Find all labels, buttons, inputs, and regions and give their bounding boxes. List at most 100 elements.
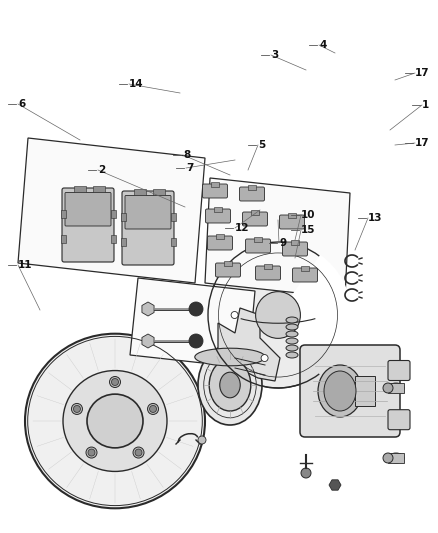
Bar [121, 213, 126, 221]
Ellipse shape [286, 345, 298, 351]
FancyBboxPatch shape [205, 209, 230, 223]
FancyBboxPatch shape [240, 187, 265, 201]
Circle shape [149, 406, 156, 413]
Circle shape [189, 334, 203, 348]
Ellipse shape [286, 352, 298, 358]
Circle shape [231, 311, 238, 319]
Bar [111, 210, 116, 218]
Bar [291, 239, 299, 245]
FancyBboxPatch shape [208, 236, 233, 250]
Text: 9: 9 [279, 238, 286, 248]
Circle shape [112, 378, 119, 385]
Bar [301, 265, 309, 271]
Text: 14: 14 [129, 79, 144, 89]
Text: 5: 5 [258, 140, 265, 150]
Text: 10: 10 [301, 210, 315, 220]
Text: 8: 8 [183, 150, 190, 160]
Ellipse shape [388, 383, 404, 393]
Ellipse shape [383, 453, 393, 463]
Ellipse shape [286, 324, 298, 330]
Wedge shape [278, 255, 352, 375]
FancyBboxPatch shape [255, 266, 280, 280]
FancyBboxPatch shape [300, 345, 400, 437]
Ellipse shape [195, 348, 265, 366]
Bar [111, 235, 116, 243]
Text: 7: 7 [186, 163, 193, 173]
Bar [388, 383, 404, 393]
Bar [211, 182, 219, 187]
Ellipse shape [256, 292, 300, 338]
Ellipse shape [388, 453, 404, 463]
Ellipse shape [286, 331, 298, 337]
Text: 1: 1 [422, 100, 429, 110]
FancyBboxPatch shape [65, 192, 111, 226]
Text: 17: 17 [415, 138, 430, 148]
Ellipse shape [318, 365, 362, 417]
Text: 3: 3 [271, 50, 278, 60]
Circle shape [88, 449, 95, 456]
Bar [216, 233, 224, 238]
Text: 15: 15 [301, 225, 315, 235]
Circle shape [189, 302, 203, 316]
Bar [74, 186, 85, 192]
Bar [251, 209, 259, 214]
Circle shape [261, 269, 268, 276]
FancyBboxPatch shape [202, 184, 227, 198]
Bar [248, 184, 256, 190]
Circle shape [74, 406, 81, 413]
Ellipse shape [198, 345, 262, 425]
Bar [355, 376, 375, 406]
Bar [121, 238, 126, 246]
Circle shape [110, 376, 120, 387]
Text: 12: 12 [235, 223, 250, 233]
Ellipse shape [220, 372, 240, 398]
Circle shape [190, 337, 198, 345]
Polygon shape [130, 278, 255, 368]
Bar [61, 235, 66, 243]
Polygon shape [329, 480, 341, 490]
Text: 11: 11 [18, 260, 32, 270]
Circle shape [198, 436, 206, 444]
Ellipse shape [286, 317, 298, 323]
Circle shape [261, 354, 268, 361]
Text: 4: 4 [319, 40, 326, 50]
FancyBboxPatch shape [388, 360, 410, 381]
FancyBboxPatch shape [279, 215, 304, 229]
FancyBboxPatch shape [388, 410, 410, 430]
Ellipse shape [209, 359, 251, 411]
Polygon shape [218, 308, 280, 381]
Polygon shape [142, 302, 154, 316]
Polygon shape [142, 334, 154, 348]
Bar [171, 213, 176, 221]
Bar [224, 261, 232, 265]
Circle shape [301, 468, 311, 478]
Bar [288, 213, 296, 217]
Ellipse shape [87, 394, 143, 448]
FancyBboxPatch shape [215, 263, 240, 277]
Bar [214, 206, 222, 212]
Text: 2: 2 [98, 165, 105, 175]
Circle shape [86, 447, 97, 458]
Circle shape [190, 305, 198, 313]
Bar [171, 238, 176, 246]
FancyBboxPatch shape [243, 212, 268, 226]
FancyBboxPatch shape [125, 196, 171, 229]
Circle shape [71, 403, 82, 415]
Circle shape [135, 449, 142, 456]
Circle shape [133, 447, 144, 458]
FancyBboxPatch shape [246, 239, 271, 253]
Circle shape [148, 403, 159, 415]
Bar [153, 189, 165, 195]
FancyBboxPatch shape [293, 268, 318, 282]
Bar [388, 453, 404, 463]
FancyBboxPatch shape [283, 242, 307, 256]
Ellipse shape [383, 383, 393, 393]
Text: 13: 13 [368, 213, 382, 223]
Polygon shape [205, 178, 350, 298]
Bar [61, 210, 66, 218]
Bar [93, 186, 105, 192]
Ellipse shape [286, 338, 298, 344]
Bar [264, 263, 272, 269]
Bar [254, 237, 262, 241]
Ellipse shape [324, 371, 356, 411]
